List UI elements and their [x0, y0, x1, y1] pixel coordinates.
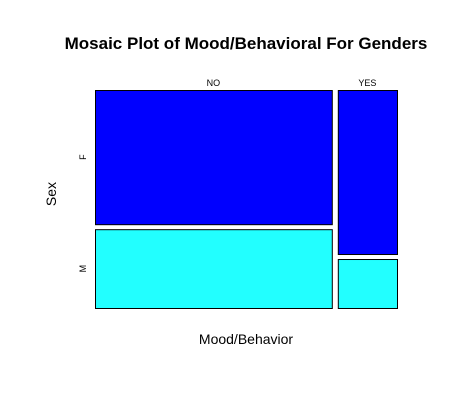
x-tick-labels: NO YES: [207, 78, 377, 88]
mosaic-tiles: [95, 90, 398, 310]
tile-no-f: [95, 90, 333, 226]
tile-yes-m: [337, 259, 398, 310]
y-axis-label: Sex: [43, 182, 59, 206]
x-axis-label: Mood/Behavior: [199, 331, 294, 347]
tile-no-m: [95, 229, 333, 309]
x-tick-label-no: NO: [207, 78, 221, 88]
y-tick-label-f: F: [78, 154, 88, 160]
chart-title: Mosaic Plot of Mood/Behavioral For Gende…: [65, 34, 428, 53]
tile-yes-f: [337, 90, 398, 256]
y-tick-label-m: M: [78, 265, 88, 273]
x-tick-label-yes: YES: [358, 78, 376, 88]
y-tick-labels: FM: [78, 154, 88, 273]
